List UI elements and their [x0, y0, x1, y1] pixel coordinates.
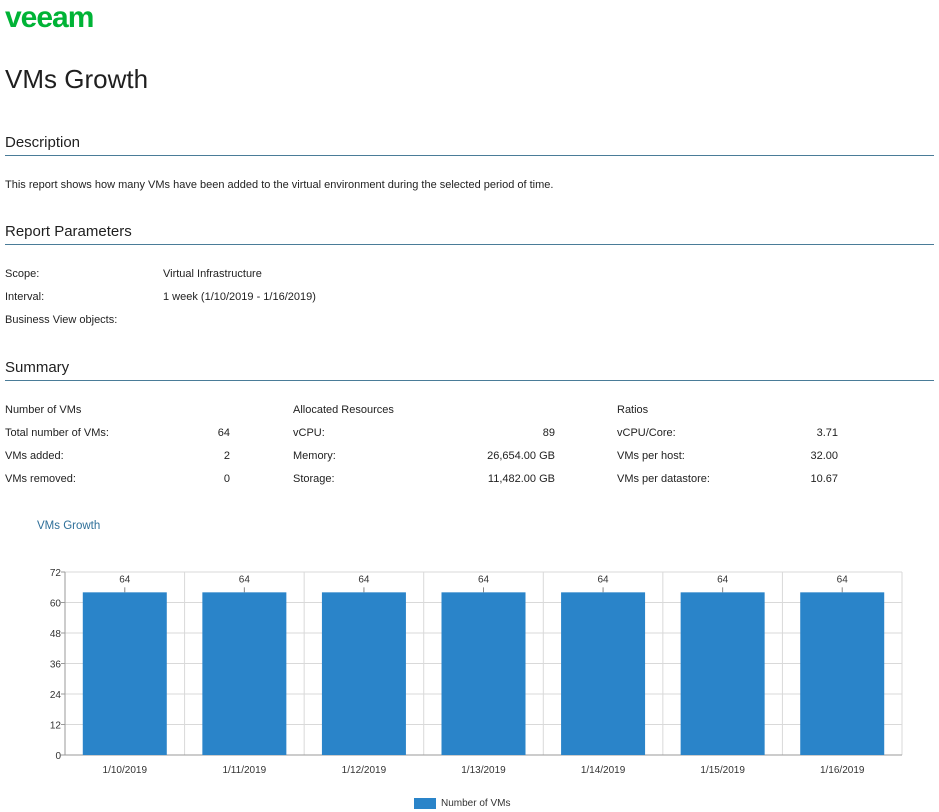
x-category-label: 1/12/2019	[342, 765, 387, 776]
summary-label-storage: Storage:	[293, 473, 335, 485]
veeam-logo: veeam	[5, 1, 120, 34]
logo-wordmark: veeam	[5, 2, 93, 30]
legend-label: Number of VMs	[441, 797, 511, 809]
bar-data-label: 64	[598, 574, 610, 585]
y-tick-label: 12	[50, 721, 62, 732]
bar	[800, 592, 885, 755]
legend-swatch	[414, 797, 436, 809]
bar	[680, 592, 765, 755]
summary-divider	[5, 380, 934, 381]
summary-group-title-ratios: Ratios	[617, 404, 649, 416]
summary-heading: Summary	[5, 359, 70, 376]
summary-value-vms-added: 2	[223, 450, 230, 462]
page-title: VMs Growth	[5, 64, 149, 94]
summary-label-vms-per-host: VMs per host:	[617, 450, 685, 462]
report-parameters-divider	[5, 244, 934, 245]
chart-title: VMs Growth	[37, 520, 101, 532]
summary-label-vms-removed: VMs removed:	[5, 473, 76, 485]
vms-growth-bar-chart: 0 12 24 36 48 60 72 64 1/10/2019 64 1/11/2019 64 1/1…	[50, 568, 903, 776]
x-category-label: 1/13/2019	[461, 765, 506, 776]
y-tick-label: 0	[55, 751, 61, 762]
param-label-scope: Scope:	[5, 268, 40, 280]
param-value-scope: Virtual Infrastructure	[163, 268, 262, 280]
x-category-label: 1/10/2019	[103, 765, 148, 776]
x-category-label: 1/16/2019	[820, 765, 865, 776]
summary-value-vcpu-core: 3.71	[816, 427, 838, 439]
summary-label-vcpu-core: vCPU/Core:	[617, 427, 676, 439]
summary-group-title-resources: Allocated Resources	[293, 404, 394, 416]
summary-value-vms-per-host: 32.00	[810, 450, 838, 462]
summary-label-vms-per-datastore: VMs per datastore:	[617, 473, 710, 485]
y-tick-label: 24	[50, 690, 62, 701]
x-category-label: 1/15/2019	[700, 765, 745, 776]
description-text: This report shows how many VMs have been…	[5, 179, 554, 191]
summary-group-title-vms: Number of VMs	[5, 404, 82, 416]
description-heading: Description	[5, 134, 81, 151]
summary-value-memory: 26,654.00 GB	[487, 450, 555, 462]
summary-value-vms-removed: 0	[223, 473, 230, 485]
summary-label-total-vms: Total number of VMs:	[5, 427, 109, 439]
param-label-business-view: Business View objects:	[5, 314, 118, 326]
bar-data-label: 64	[358, 574, 370, 585]
y-tick-label: 72	[50, 568, 62, 579]
summary-label-vms-added: VMs added:	[5, 450, 64, 462]
bar	[321, 592, 406, 755]
bar	[82, 592, 167, 755]
bar-data-label: 64	[239, 574, 251, 585]
y-tick-label: 48	[50, 629, 62, 640]
summary-value-total-vms: 64	[217, 427, 230, 439]
bar-data-label: 64	[119, 574, 131, 585]
summary-label-vcpu: vCPU:	[293, 427, 325, 439]
bar	[202, 592, 287, 755]
bar	[441, 592, 526, 755]
summary-value-storage: 11,482.00 GB	[487, 473, 555, 485]
summary-label-memory: Memory:	[293, 450, 336, 462]
veeam-logo-mark: veeam	[5, 1, 94, 34]
bar-data-label: 64	[837, 574, 849, 585]
summary-value-vcpu: 89	[542, 427, 555, 439]
y-tick-label: 60	[50, 599, 62, 610]
y-tick-label: 36	[50, 660, 62, 671]
bar	[561, 592, 646, 755]
chart-legend: Number of VMs	[414, 796, 510, 810]
bar-data-label: 64	[478, 574, 490, 585]
report-parameters-heading: Report Parameters	[5, 223, 132, 240]
param-label-interval: Interval:	[5, 291, 45, 303]
x-category-label: 1/14/2019	[581, 765, 626, 776]
summary-value-vms-per-datastore: 10.67	[810, 473, 838, 485]
description-divider	[5, 155, 934, 156]
x-category-label: 1/11/2019	[222, 765, 266, 776]
param-value-interval: 1 week (1/10/2019 - 1/16/2019)	[163, 291, 316, 303]
bar-data-label: 64	[717, 574, 729, 585]
